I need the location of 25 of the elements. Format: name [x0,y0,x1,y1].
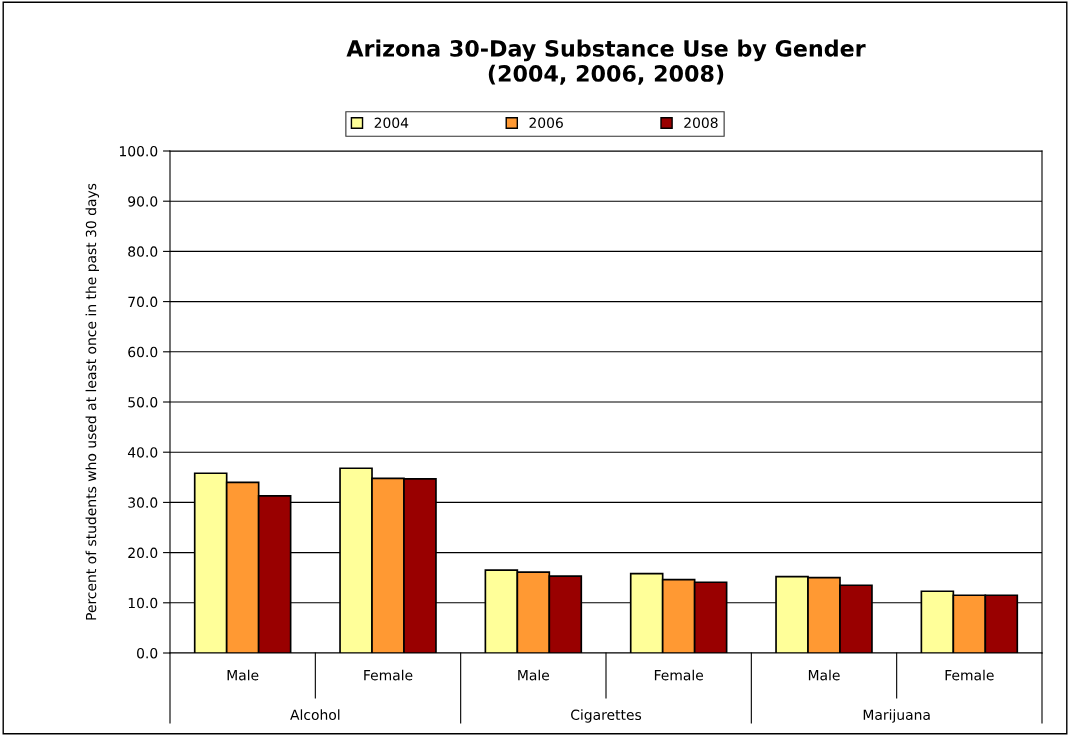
legend-label: 2004 [374,117,409,129]
y-tick-label: 10.0 [128,597,158,609]
x-tick-label: Male [227,669,259,681]
legend-label: 2006 [529,117,563,129]
y-tick-label: 70.0 [128,296,158,308]
chart-title: Arizona 30-Day Substance Use by Gender (2004, 2006, 2008) [346,39,866,85]
x-tick-label: Female [945,669,994,681]
x-tick-label: Female [654,669,704,681]
y-tick-label: 50.0 [128,396,158,408]
y-tick-label: 30.0 [128,497,158,508]
legend-label: 2008 [684,117,718,129]
text: Alcohol [290,709,340,721]
y-axis-title: Percent of students who used at least once in the past 30 days [85,183,99,620]
text: Marijuana [863,709,930,723]
y-tick-label: 90.0 [128,196,158,207]
y-tick-label: 0.0 [137,647,158,659]
x-tick-label: Male [518,669,550,681]
x-tick-label: Female [364,669,413,681]
x-tick-label: Male [808,669,840,681]
y-tick-label: 60.0 [128,346,158,358]
y-tick-label: 80.0 [128,246,158,257]
y-tick-label: 40.0 [127,447,158,458]
y-tick-label: 100.0 [119,145,158,157]
text: Cigarettes [571,709,642,723]
y-tick-label: 20.0 [128,547,158,559]
